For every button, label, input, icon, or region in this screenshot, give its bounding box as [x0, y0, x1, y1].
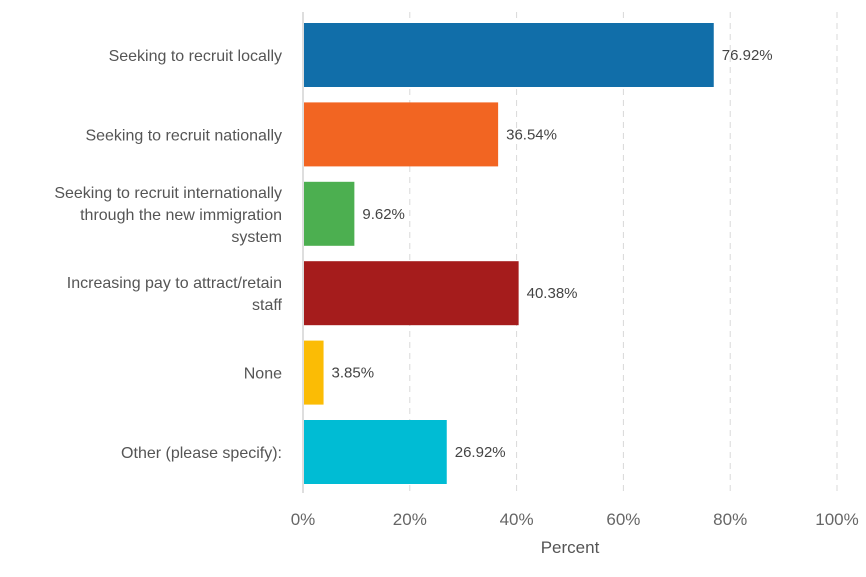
labels: 0% 20% 40% 60% 80% 100% 76.92% Seeking to recru… — [54, 47, 858, 529]
bar — [304, 340, 324, 405]
bar — [304, 23, 714, 87]
bars — [304, 23, 714, 484]
gridlines — [409, 12, 838, 493]
category-label-line: Seeking to recruit internationally — [54, 185, 282, 202]
x-axis-title: Percent — [541, 538, 600, 557]
category-label-line: through the new immigration — [80, 207, 282, 224]
bar-value-label: 3.85% — [332, 365, 375, 382]
category-label-line: Other (please specify): — [121, 445, 282, 462]
bar-value-label: 76.92% — [722, 47, 773, 64]
category-label-line: None — [244, 366, 282, 383]
bar — [304, 261, 519, 326]
category-label: Seeking to recruit locally — [109, 48, 282, 65]
category-label: Increasing pay to attract/retain staff — [67, 275, 283, 314]
x-tick-label: 20% — [393, 510, 427, 529]
category-label: Seeking to recruit internationally throug… — [54, 185, 282, 246]
x-tick-label: 80% — [713, 510, 747, 529]
category-label-line: Seeking to recruit locally — [109, 48, 282, 65]
category-label: Seeking to recruit nationally — [85, 127, 282, 144]
x-tick-label: 60% — [606, 510, 640, 529]
x-tick-label: 0% — [291, 510, 316, 529]
category-label: None — [244, 366, 282, 383]
bar-value-label: 26.92% — [455, 444, 506, 461]
bar — [304, 420, 447, 484]
bar-value-label: 40.38% — [527, 285, 578, 302]
category-label: Other (please specify): — [121, 445, 282, 462]
x-tick-label: 100% — [815, 510, 858, 529]
category-label-line: system — [231, 229, 282, 246]
bar — [304, 181, 355, 246]
category-label-line: Seeking to recruit nationally — [85, 127, 282, 144]
bar-value-label: 9.62% — [362, 206, 405, 223]
bar-value-label: 36.54% — [506, 126, 557, 143]
x-tick-label: 40% — [500, 510, 534, 529]
category-label-line: Increasing pay to attract/retain — [67, 275, 282, 292]
category-label-line: staff — [252, 297, 283, 314]
bar — [304, 102, 499, 167]
